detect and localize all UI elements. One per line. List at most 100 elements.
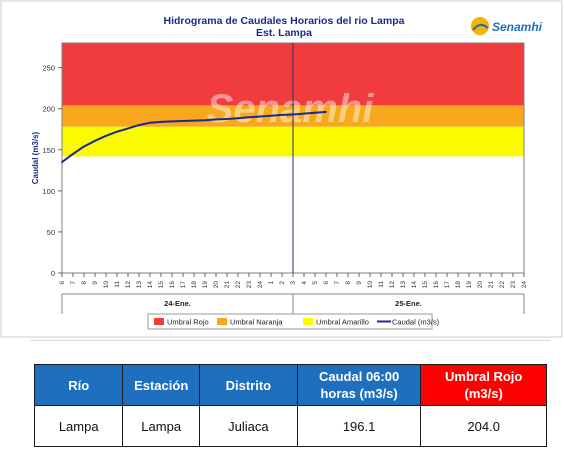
x-tick-label: 23 <box>246 281 253 289</box>
chart-title: Hidrograma de Caudales Horarios del rio … <box>164 15 405 27</box>
cell-estacion: Lampa <box>122 405 200 447</box>
data-point <box>94 139 96 142</box>
x-tick-label: 18 <box>191 281 198 289</box>
y-tick-label: 100 <box>42 187 55 196</box>
x-tick-label: 6 <box>59 281 66 285</box>
x-tick-label: 8 <box>345 281 352 285</box>
x-tick-label: 13 <box>136 281 143 289</box>
y-tick-label: 0 <box>51 269 55 278</box>
data-point <box>160 120 162 123</box>
cell-rio: Lampa <box>33 405 124 447</box>
watermark-text: Senamhi <box>207 87 375 131</box>
data-point <box>292 113 294 116</box>
header-estacion: Estación <box>122 364 200 406</box>
legend-swatch <box>217 318 227 325</box>
data-point <box>226 118 228 120</box>
x-tick-label: 24 <box>257 281 264 289</box>
x-tick-label: 10 <box>103 281 110 289</box>
wave-icon <box>472 24 489 31</box>
cell-umbral-rojo: 204.0 <box>420 405 547 447</box>
x-tick-label: 12 <box>389 281 396 289</box>
data-point <box>314 111 316 114</box>
data-point <box>127 127 129 130</box>
x-tick-label: 10 <box>367 281 374 289</box>
x-tick-label: 19 <box>202 281 209 289</box>
x-tick-label: 22 <box>499 281 506 289</box>
chart-subtitle: Est. Lampa <box>256 27 312 39</box>
data-point <box>116 130 118 133</box>
x-tick-label: 1 <box>268 281 275 285</box>
data-point <box>171 120 173 123</box>
data-point <box>182 120 184 122</box>
y-tick-label: 150 <box>42 146 55 155</box>
header-rio: Río <box>33 364 124 406</box>
data-point <box>72 152 74 155</box>
x-tick-label: 14 <box>411 281 418 289</box>
legend-swatch <box>154 318 164 325</box>
cell-distrito: Juliaca <box>198 405 298 447</box>
data-point <box>215 118 217 121</box>
data-point <box>259 115 261 118</box>
legend-label: Umbral Amarillo <box>316 318 369 327</box>
x-tick-label: 9 <box>92 281 99 285</box>
x-tick-label: 3 <box>290 281 297 285</box>
x-tick-label: 17 <box>180 281 187 289</box>
x-tick-label: 16 <box>433 281 440 289</box>
x-tick-label: 22 <box>235 281 242 289</box>
data-point <box>325 111 327 113</box>
legend-swatch <box>303 318 313 325</box>
y-tick-label: 50 <box>47 228 55 237</box>
divider-line <box>30 340 550 341</box>
data-point <box>138 124 140 127</box>
senamhi-logo: Senamhi <box>471 17 543 35</box>
legend-label: Caudal (m3/s) <box>392 318 440 327</box>
header-umbral-rojo: Umbral Rojo (m3/s) <box>420 364 547 406</box>
x-tick-label: 21 <box>224 281 231 289</box>
y-axis-label: Caudal (m3/s) <box>31 131 40 184</box>
data-point <box>105 134 107 137</box>
x-tick-label: 9 <box>356 281 363 285</box>
table-row: Lampa Lampa Juliaca 196.1 204.0 <box>33 405 547 447</box>
x-tick-label: 7 <box>334 281 341 285</box>
x-tick-label: 11 <box>114 281 121 288</box>
x-tick-label: 15 <box>422 281 429 289</box>
data-point <box>193 119 195 122</box>
legend-box <box>147 313 433 330</box>
header-caudal: Caudal 06:00 horas (m3/s) <box>296 364 422 406</box>
day-label: 25-Ene. <box>395 299 422 308</box>
x-tick-label: 11 <box>378 281 385 288</box>
logo-text: Senamhi <box>492 20 543 34</box>
x-tick-label: 15 <box>158 281 165 289</box>
x-tick-label: 12 <box>125 281 132 289</box>
x-tick-label: 4 <box>301 281 308 285</box>
x-tick-label: 14 <box>147 281 154 289</box>
legend-label: Umbral Naranja <box>230 318 283 327</box>
y-tick-label: 200 <box>42 105 55 114</box>
x-tick-label: 7 <box>70 281 77 285</box>
x-tick-label: 17 <box>444 281 451 289</box>
x-tick-label: 13 <box>400 281 407 289</box>
data-point <box>149 121 151 124</box>
day-label: 24-Ene. <box>164 299 191 308</box>
header-distrito: Distrito <box>198 364 298 406</box>
x-tick-label: 2 <box>279 281 286 285</box>
data-point <box>303 112 305 115</box>
x-tick-label: 16 <box>169 281 176 289</box>
x-tick-label: 23 <box>510 281 517 289</box>
hydrograph-chart: Hidrograma de Caudales Horarios del rio … <box>0 0 563 338</box>
table-header-row: Río Estación Distrito Caudal 06:00 horas … <box>33 364 547 406</box>
data-point <box>61 161 63 164</box>
data-point <box>83 145 85 148</box>
x-tick-label: 21 <box>488 281 495 289</box>
x-tick-label: 18 <box>455 281 462 289</box>
data-point <box>281 113 283 116</box>
legend-label: Umbral Rojo <box>167 318 209 327</box>
data-point <box>204 119 206 122</box>
data-point <box>248 116 250 119</box>
x-tick-label: 24 <box>521 281 528 289</box>
x-tick-label: 20 <box>477 281 484 289</box>
x-tick-label: 20 <box>213 281 220 289</box>
data-point <box>237 117 239 120</box>
y-tick-label: 250 <box>42 64 55 73</box>
cell-caudal: 196.1 <box>296 405 422 447</box>
